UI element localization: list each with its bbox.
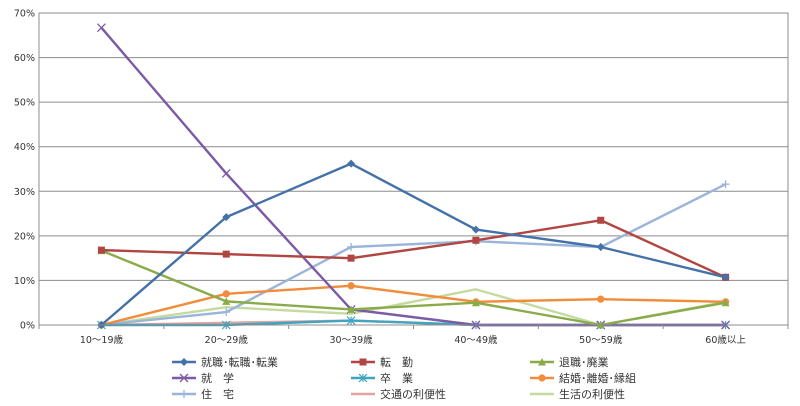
series-line — [100, 162, 726, 326]
legend-item: 住 宅 — [172, 387, 234, 401]
legend-marker — [538, 374, 546, 382]
y-tick-label: 50% — [14, 98, 35, 109]
series-line — [101, 183, 727, 327]
legend-marker — [538, 358, 546, 366]
data-point — [347, 282, 355, 290]
data-point — [222, 290, 230, 298]
data-point — [597, 295, 605, 303]
data-point-stroke — [221, 168, 231, 178]
y-tick-label: 10% — [14, 276, 35, 287]
x-tick-label: 60歳以上 — [705, 334, 746, 346]
data-point — [222, 213, 231, 222]
axis-layer: 0% 10% 20% 30% 40% 50% 60% 70% 10～19歳 20～29歳 30～39… — [14, 9, 789, 346]
data-point — [721, 298, 730, 307]
legend-item: 交通の利便性 — [351, 387, 446, 401]
legend-item: 退職･廃業 — [530, 355, 609, 369]
grid-layer — [38, 12, 789, 326]
legend-label: 結婚･離婚･縁組 — [559, 371, 636, 385]
series-line — [101, 284, 726, 327]
y-tick-label: 70% — [14, 9, 35, 20]
y-tick-label: 60% — [14, 53, 35, 64]
legend-item: 生活の利便性 — [530, 387, 625, 401]
legend-label: 退職･廃業 — [559, 355, 609, 369]
data-point — [347, 159, 356, 168]
legend-label: 生活の利便性 — [559, 387, 625, 401]
y-tick-label: 30% — [14, 187, 35, 198]
series-layer — [96, 23, 731, 330]
data-point — [222, 250, 230, 258]
legend: 就職･転職･転業 転 勤 退職･廃業就 学 卒 業 結婚･離婚･縁組住 宅 交通の利便性 生… — [172, 355, 636, 401]
legend-item: 転 勤 — [351, 356, 413, 369]
y-tick-label: 40% — [14, 142, 35, 153]
data-point — [721, 180, 730, 189]
x-tick-label: 10～19歳 — [80, 334, 124, 346]
data-point — [96, 23, 106, 33]
legend-label: 転 勤 — [380, 356, 413, 369]
legend-label: 就職･転職･転業 — [201, 355, 278, 369]
x-tick-label: 30～39歳 — [329, 334, 373, 346]
legend-marker — [358, 373, 368, 383]
data-point — [347, 254, 355, 262]
legend-marker — [180, 358, 188, 366]
x-tick-label: 40～49歳 — [454, 334, 498, 346]
data-point — [222, 308, 231, 317]
data-point — [347, 243, 356, 251]
legend-label: 住 宅 — [201, 387, 234, 401]
data-point — [347, 305, 356, 313]
x-tick-label: 50～59歳 — [579, 334, 623, 346]
series-line — [100, 249, 726, 327]
data-point — [472, 236, 480, 244]
legend-label: 交通の利便性 — [380, 387, 446, 401]
legend-item: 結婚･離婚･縁組 — [530, 371, 636, 385]
legend-marker — [180, 390, 188, 398]
legend-marker-stroke — [179, 373, 189, 383]
legend-label: 卒 業 — [380, 371, 413, 385]
y-tick-label: 0% — [20, 321, 35, 332]
data-point-stroke — [96, 23, 106, 33]
legend-item: 就職･転職･転業 — [172, 355, 278, 369]
data-point — [222, 297, 231, 305]
data-point — [471, 298, 480, 307]
series-line — [101, 219, 727, 279]
legend-item: 就 学 — [172, 371, 234, 385]
data-point — [97, 246, 105, 254]
data-point — [596, 243, 605, 251]
data-point — [471, 225, 480, 234]
legend-marker — [359, 358, 367, 366]
series-2 — [97, 216, 730, 281]
y-tick-label: 20% — [14, 231, 35, 242]
plot-area-border — [38, 12, 789, 326]
legend-label: 就 学 — [201, 371, 234, 385]
data-point — [346, 316, 356, 325]
series-4 — [96, 23, 731, 330]
data-point — [221, 168, 231, 178]
x-tick-label: 20～29歳 — [205, 334, 249, 346]
data-point — [597, 216, 605, 224]
legend-marker — [179, 373, 189, 383]
data-point — [721, 273, 730, 282]
legend-item: 卒 業 — [351, 371, 413, 385]
